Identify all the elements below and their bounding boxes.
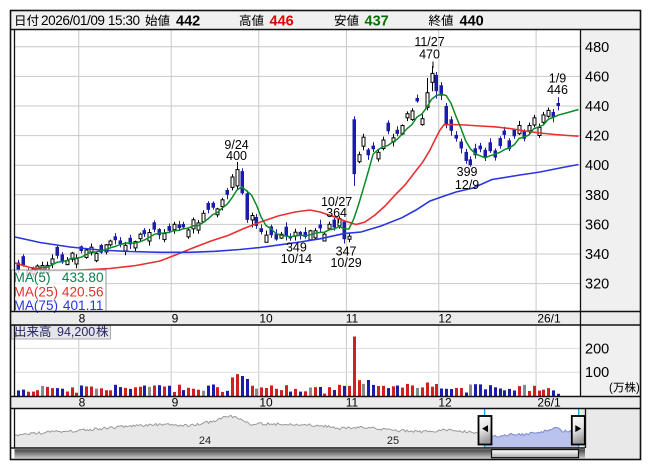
svg-text:9/24: 9/24 xyxy=(224,138,248,152)
svg-text:400: 400 xyxy=(585,158,609,174)
svg-text:380: 380 xyxy=(585,188,609,204)
svg-text:446: 446 xyxy=(547,83,568,97)
svg-text:400: 400 xyxy=(226,149,247,163)
svg-text:320: 320 xyxy=(585,277,609,293)
svg-text:24: 24 xyxy=(199,435,211,447)
svg-text:1/9: 1/9 xyxy=(549,72,566,86)
svg-text:9: 9 xyxy=(172,312,179,326)
svg-text:25: 25 xyxy=(387,435,399,447)
svg-text:26/1: 26/1 xyxy=(537,396,561,410)
svg-text:349: 349 xyxy=(286,241,307,255)
svg-text:437: 437 xyxy=(365,14,389,30)
svg-text:100: 100 xyxy=(585,365,609,381)
svg-text:8: 8 xyxy=(79,396,86,410)
svg-text:442: 442 xyxy=(176,14,200,30)
svg-text:360: 360 xyxy=(585,217,609,233)
svg-text:11/27: 11/27 xyxy=(414,35,444,49)
svg-text:): ) xyxy=(636,383,640,395)
svg-text:12: 12 xyxy=(438,396,452,410)
svg-text:440: 440 xyxy=(460,14,484,30)
svg-text:12/9: 12/9 xyxy=(455,178,479,192)
svg-text:480: 480 xyxy=(585,40,609,56)
svg-text:(: ( xyxy=(609,383,613,395)
svg-text:433.80: 433.80 xyxy=(62,270,104,285)
svg-text:399: 399 xyxy=(457,165,478,179)
svg-text:420: 420 xyxy=(585,129,609,145)
svg-text:MA(25): MA(25) xyxy=(14,284,59,299)
svg-text:340: 340 xyxy=(585,247,609,263)
svg-text:347: 347 xyxy=(336,245,357,259)
svg-text:8: 8 xyxy=(79,312,86,326)
svg-text:10/29: 10/29 xyxy=(330,256,361,270)
svg-text:10/14: 10/14 xyxy=(281,252,312,266)
svg-text:200: 200 xyxy=(585,341,609,357)
svg-text:364: 364 xyxy=(326,206,347,220)
svg-text:MA(5): MA(5) xyxy=(14,270,51,285)
svg-text:10/27: 10/27 xyxy=(321,195,352,209)
svg-text:9: 9 xyxy=(172,396,179,410)
svg-text:12: 12 xyxy=(438,312,452,326)
svg-text:2026/01/09 15:30: 2026/01/09 15:30 xyxy=(41,13,141,28)
svg-text:460: 460 xyxy=(585,69,609,85)
svg-text:11: 11 xyxy=(346,312,359,326)
svg-text:401.11: 401.11 xyxy=(63,298,104,313)
svg-text:470: 470 xyxy=(419,48,440,62)
svg-text:10: 10 xyxy=(259,312,273,326)
svg-text:94,200: 94,200 xyxy=(57,325,95,339)
svg-text:440: 440 xyxy=(585,99,609,115)
svg-text:MA(75): MA(75) xyxy=(14,298,59,313)
svg-text:11: 11 xyxy=(346,396,359,410)
svg-text:10: 10 xyxy=(259,396,273,410)
svg-text:26/1: 26/1 xyxy=(537,312,561,326)
svg-text:446: 446 xyxy=(270,14,294,30)
svg-text:420.56: 420.56 xyxy=(62,284,104,299)
